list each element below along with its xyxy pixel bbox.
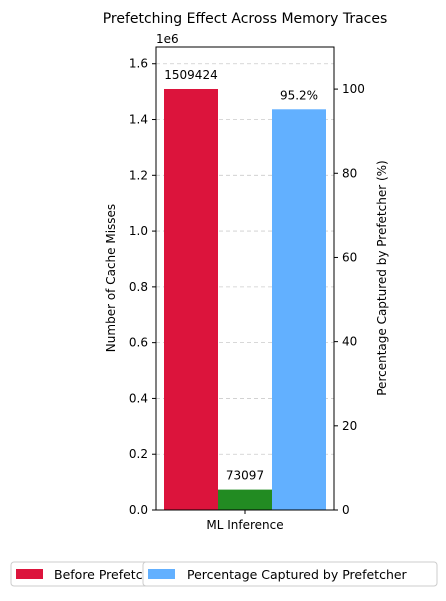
- data-label-percentage: 95.2%: [280, 88, 318, 102]
- left-tick-label: 1.2: [129, 168, 148, 182]
- y-axis-label-right: Percentage Captured by Prefetcher (%): [375, 160, 389, 396]
- bar-percentage-captured: [272, 109, 326, 510]
- right-tick-label: 60: [342, 250, 357, 264]
- bar-after-prefetching: [218, 489, 272, 510]
- right-axis-ticks: 0 20 40 60 80 100: [334, 82, 365, 517]
- legend: Before Prefetching Percentage Captured b…: [10, 561, 438, 587]
- data-label-after: 73097: [226, 469, 264, 483]
- bars: 1509424 73097 95.2%: [164, 68, 326, 511]
- right-tick-label: 100: [342, 82, 365, 96]
- chart-title: Prefetching Effect Across Memory Traces: [103, 11, 388, 27]
- y-axis-label-left: Number of Cache Misses: [104, 204, 118, 352]
- data-label-before: 1509424: [164, 68, 217, 82]
- right-tick-label: 0: [342, 503, 350, 517]
- x-tick-label: ML Inference: [206, 518, 283, 532]
- bar-before-prefetching: [164, 88, 218, 511]
- legend-label-after: After Prefetching: [230, 567, 335, 582]
- left-tick-label: 1.6: [129, 57, 148, 71]
- left-tick-label: 0.6: [129, 336, 148, 350]
- left-tick-label: 0.8: [129, 280, 148, 294]
- legend-swatch-percentage: [148, 569, 175, 579]
- right-tick-label: 20: [342, 419, 357, 433]
- left-axis-offset-text: 1e6: [156, 32, 179, 46]
- right-tick-label: 80: [342, 166, 357, 180]
- left-tick-label: 1.0: [129, 224, 148, 238]
- legend-label-percentage: Percentage Captured by Prefetcher: [187, 567, 408, 582]
- right-tick-label: 40: [342, 335, 357, 349]
- legend-label-before: Before Prefetching: [54, 567, 170, 582]
- left-tick-label: 0.2: [129, 447, 148, 461]
- legend-box-right: [142, 561, 438, 587]
- left-axis-ticks: 0.0 0.2 0.4 0.6 0.8 1.0 1.2 1.4 1.6: [129, 57, 156, 517]
- left-tick-label: 0.4: [129, 391, 148, 405]
- legend-swatch-before: [16, 569, 43, 579]
- left-tick-label: 0.0: [129, 503, 148, 517]
- left-tick-label: 1.4: [129, 113, 148, 127]
